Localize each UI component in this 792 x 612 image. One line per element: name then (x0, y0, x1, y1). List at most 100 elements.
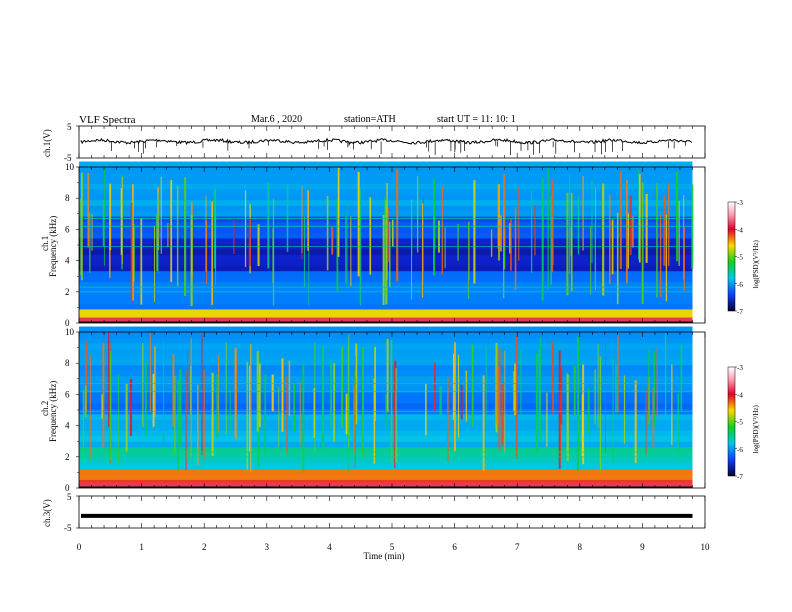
sferic-streak (149, 333, 151, 412)
spectrum-band (79, 386, 693, 393)
sferic-streak (257, 224, 260, 267)
sferic-streak (382, 214, 385, 306)
sferic-streak (530, 190, 533, 273)
x-tick-label: 9 (640, 542, 645, 552)
spectrum-band (79, 446, 693, 453)
spectrum-band (79, 381, 693, 388)
dark-band (79, 486, 693, 488)
sferic-streak (203, 369, 205, 460)
channel-label: ch.2 (40, 401, 50, 416)
spectrum-band (79, 177, 693, 184)
sferic-streak (535, 353, 538, 454)
spectrum-band (79, 332, 693, 338)
sferic-streak (229, 388, 231, 432)
y-tick-label: 10 (65, 327, 75, 337)
sferic-streak (326, 195, 329, 271)
sferic-streak (538, 349, 540, 431)
sferic-streak (211, 372, 214, 456)
sferic-streak (156, 214, 158, 272)
sferic-streak (250, 343, 252, 472)
sferic-streak (447, 377, 449, 462)
y-tick-label: 6 (65, 224, 70, 234)
colorbar-label: log(PSD)(V²/Hz) (752, 239, 760, 288)
sferic-streak (609, 195, 611, 285)
sferic-streak (566, 192, 569, 296)
sferic-streak (581, 394, 584, 457)
header-date: Mar.6 , 2020 (251, 114, 303, 125)
sferic-streak (452, 354, 455, 420)
time-axis: 0 1 2 3 4 5 6 7 8 9 10 Time (min) (77, 542, 710, 561)
spectrum-band (79, 342, 693, 349)
sferic-streak (577, 336, 579, 472)
x-tick-label: 4 (327, 542, 332, 552)
spectrum-band (79, 188, 693, 195)
sferic-streak (384, 196, 386, 296)
sferic-streak (416, 176, 419, 253)
x-tick-label: 2 (202, 542, 207, 552)
sferic-streak (185, 370, 187, 471)
sferic-streak (102, 199, 105, 247)
sferic-streak (627, 213, 629, 269)
sferic-streak (471, 344, 474, 428)
sferic-streak (514, 363, 517, 416)
sferic-streak (623, 375, 626, 444)
sferic-streak (582, 176, 584, 251)
sferic-streak (433, 178, 436, 276)
sferic-streak (121, 176, 123, 264)
sferic-streak (570, 193, 573, 291)
sferic-streak (278, 387, 280, 447)
sferic-streak (411, 202, 413, 257)
sferic-streak (373, 378, 376, 464)
spectrum-band (79, 375, 693, 382)
sferic-streak (671, 364, 673, 445)
sferic-streak (272, 198, 275, 306)
sferic-streak (102, 342, 105, 448)
sferic-streak (421, 203, 424, 298)
sferic-streak (354, 356, 356, 468)
sferic-streak (184, 177, 187, 296)
sferic-streak (345, 216, 347, 284)
sferic-streak (641, 182, 644, 304)
sferic-streak (510, 218, 512, 271)
x-tick-label: 6 (452, 542, 457, 552)
sferic-streak (172, 354, 175, 427)
sferic-streak (109, 350, 112, 461)
sferic-streak (286, 183, 289, 252)
sferic-streak (541, 178, 544, 301)
x-tick-label: 10 (701, 542, 711, 552)
sferic-streak (388, 208, 389, 263)
sferic-streak (248, 217, 251, 266)
sferic-streak (573, 365, 576, 416)
spectrum-band (79, 314, 693, 321)
sferic-streak (678, 200, 680, 266)
sferic-streak (551, 179, 554, 273)
spectrum-band (79, 430, 693, 437)
sferic-streak (602, 183, 605, 296)
sferic-streak (129, 378, 133, 436)
y-tick-label: -5 (64, 153, 72, 163)
sferic-streak (331, 227, 334, 255)
sferic-streak (656, 183, 658, 298)
sferic-streak (120, 187, 122, 255)
sferic-streak (547, 168, 549, 290)
sferic-streak (616, 334, 619, 413)
spectrum-band (79, 441, 693, 448)
sferic-streak (321, 345, 325, 449)
sferic-streak (577, 195, 580, 255)
chart-title: VLF Spectra (79, 114, 136, 126)
sferic-streak (634, 380, 637, 464)
spectrum-band (79, 468, 693, 475)
sferic-streak (125, 383, 128, 452)
sferic-streak (357, 171, 360, 277)
sferic-streak (170, 180, 173, 283)
colorbar-tick-label: -7 (737, 308, 743, 316)
sferic-streak (225, 342, 227, 435)
sferic-streak (605, 343, 606, 454)
sferic-streak (117, 374, 119, 466)
sferic-streak (676, 170, 679, 262)
sferic-streak (591, 180, 593, 264)
sferic-streak (514, 207, 517, 291)
sferic-streak (677, 393, 679, 459)
